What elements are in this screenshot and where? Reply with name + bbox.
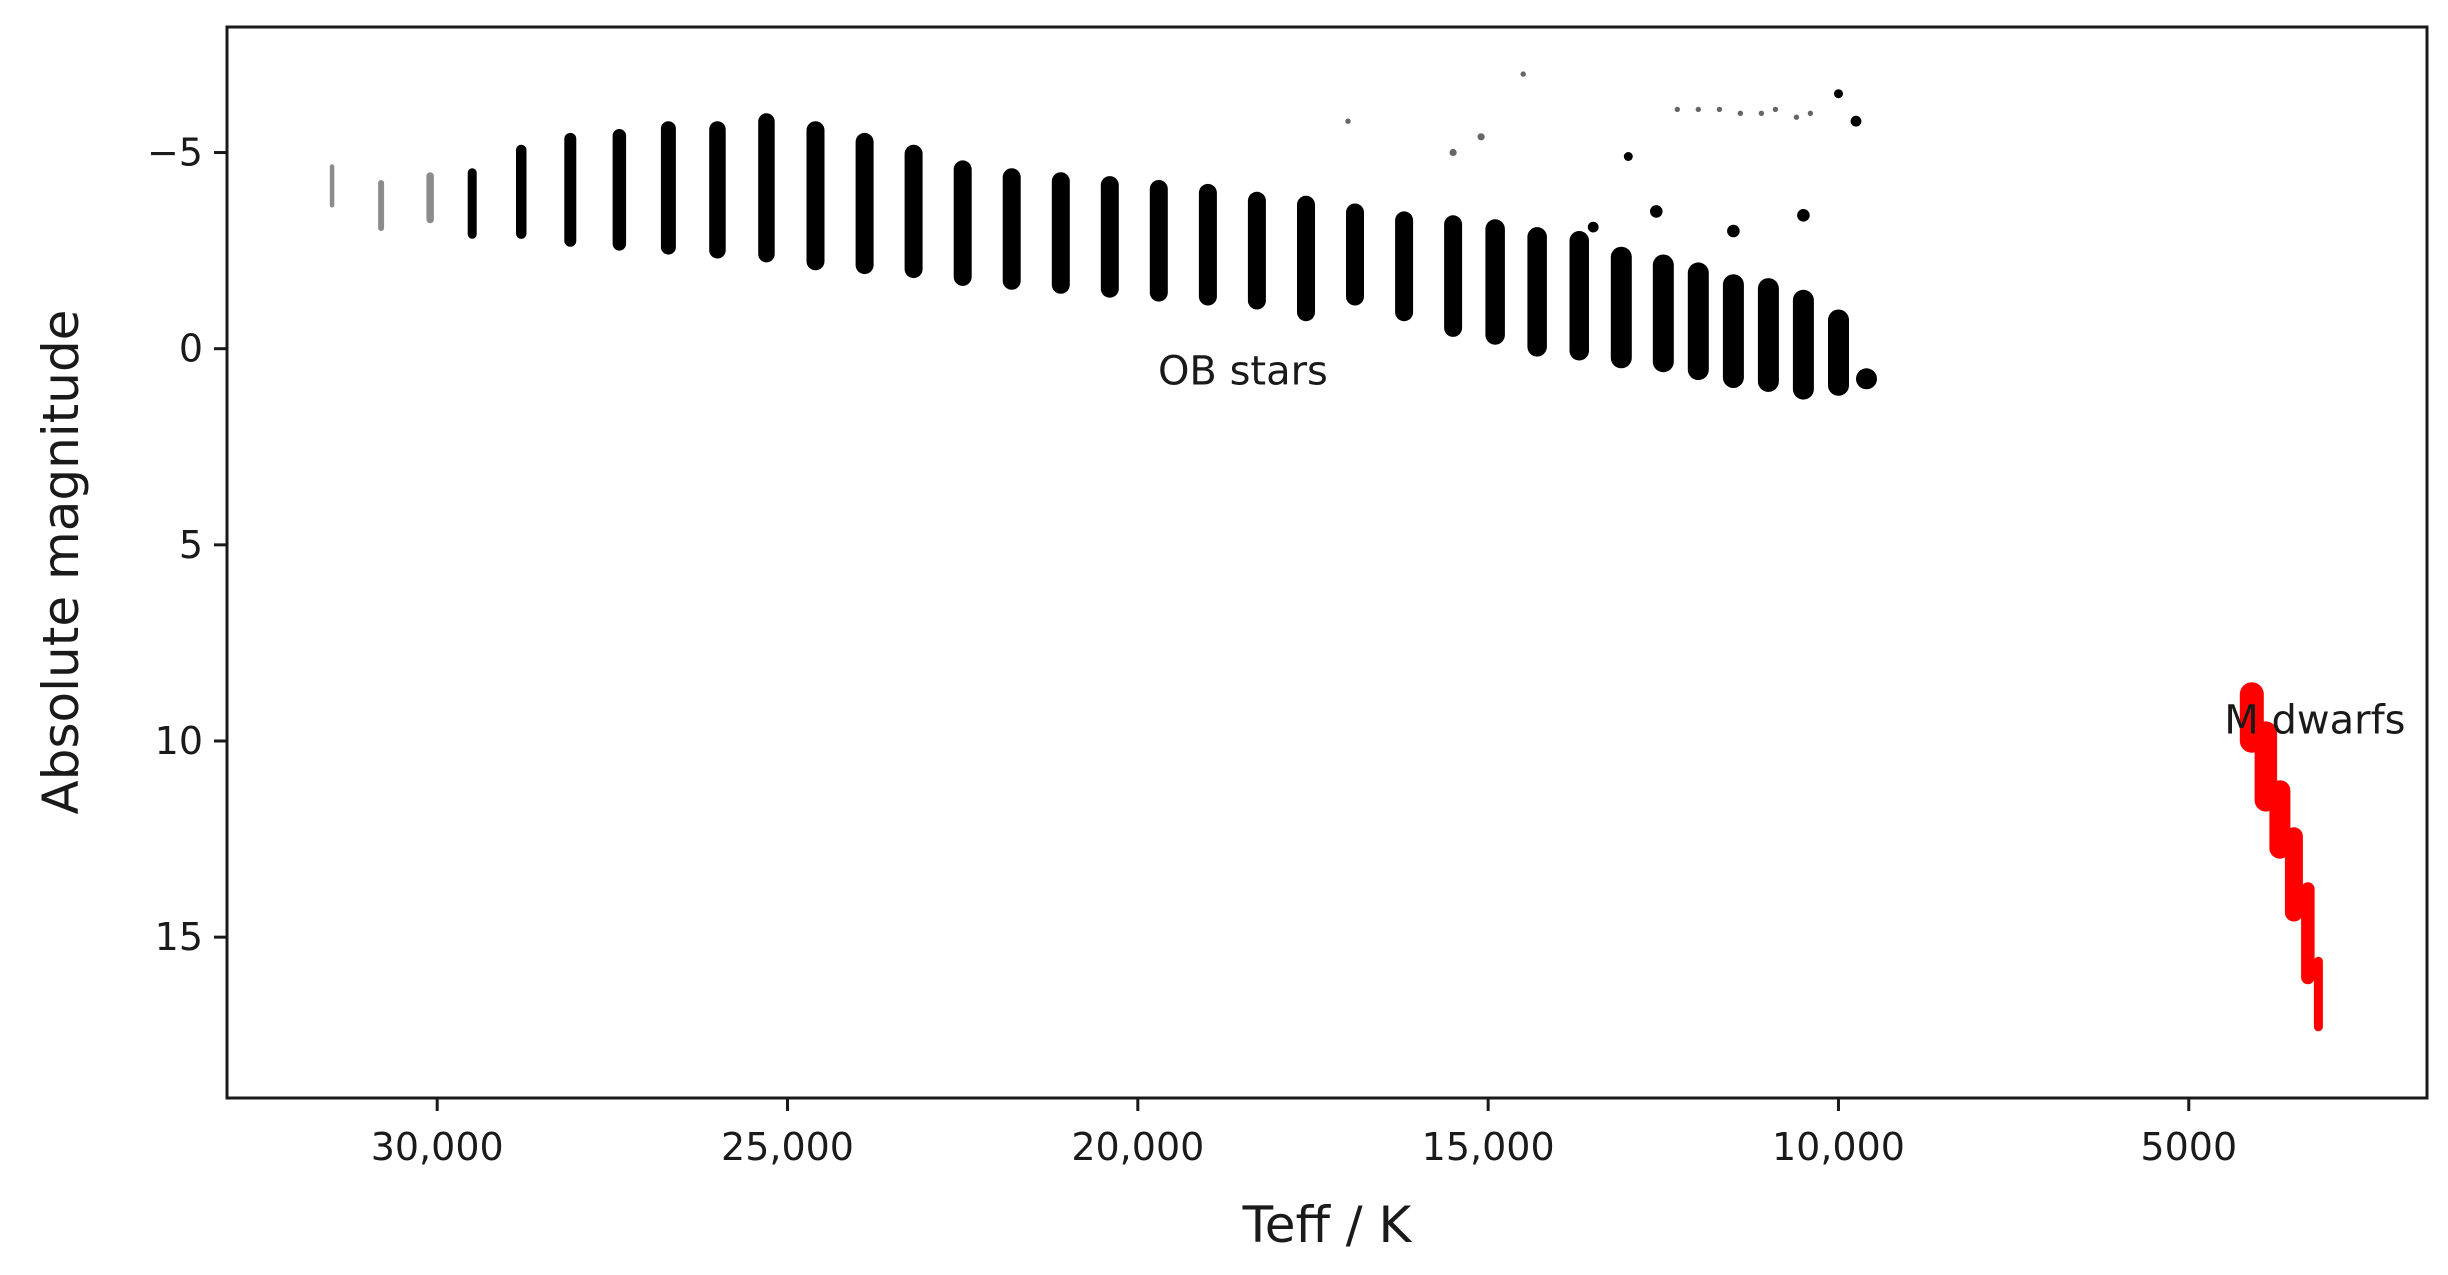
data-column — [329, 164, 335, 208]
data-column — [806, 121, 825, 271]
annotation-label: M dwarfs — [2224, 697, 2405, 743]
series-1 — [2239, 682, 2323, 1032]
data-column — [1687, 262, 1709, 381]
x-axis-label: Teff / K — [1242, 1196, 1413, 1254]
data-column — [709, 121, 726, 259]
data-column — [516, 144, 527, 239]
data-point — [1345, 118, 1351, 124]
data-column — [758, 113, 775, 263]
data-point — [1716, 106, 1723, 113]
x-tick-label: 20,000 — [1071, 1125, 1204, 1169]
data-point — [1807, 110, 1814, 117]
data-point — [1477, 133, 1485, 141]
data-point — [1449, 148, 1457, 157]
data-point — [1737, 110, 1744, 117]
data-column — [1002, 168, 1021, 290]
x-tick-label: 5000 — [2140, 1125, 2237, 1169]
data-point — [1674, 106, 1681, 113]
data-point — [1793, 114, 1800, 120]
data-column — [1247, 191, 1266, 310]
data-point — [1650, 205, 1663, 218]
data-column — [1652, 254, 1674, 373]
y-axis-label: Absolute magnitude — [32, 310, 90, 815]
data-column — [426, 172, 434, 224]
data-column — [1856, 368, 1877, 390]
data-column — [564, 132, 577, 247]
data-column — [1527, 227, 1547, 357]
annotation-label: OB stars — [1158, 348, 1328, 394]
y-tick-label: 15 — [155, 915, 203, 959]
x-tick-label: 30,000 — [371, 1125, 504, 1169]
data-column — [1297, 195, 1315, 322]
data-column — [612, 129, 627, 251]
data-column — [660, 121, 676, 255]
data-point — [1520, 71, 1526, 77]
data-column — [2313, 956, 2323, 1032]
data-column — [2284, 827, 2303, 922]
data-point — [1834, 89, 1843, 99]
data-point — [1797, 209, 1810, 222]
data-column — [1610, 246, 1632, 369]
x-tick-label: 10,000 — [1772, 1125, 1905, 1169]
data-point — [1587, 221, 1599, 233]
data-column — [1722, 274, 1744, 388]
data-point — [1850, 115, 1862, 127]
y-axis-ticks: −5 0 5 10 15 — [147, 131, 227, 959]
y-tick-label: 5 — [179, 523, 203, 567]
data-column — [1346, 203, 1364, 306]
data-column — [1569, 231, 1589, 361]
data-column — [953, 160, 972, 286]
data-column — [1149, 180, 1168, 302]
data-column — [855, 132, 874, 275]
data-column — [378, 180, 385, 231]
series-0 — [329, 71, 1877, 400]
annotations: OB stars M dwarfs — [1158, 348, 2406, 743]
data-column — [1792, 289, 1814, 400]
x-tick-label: 15,000 — [1422, 1125, 1555, 1169]
data-column — [1100, 176, 1119, 298]
y-tick-label: 10 — [155, 719, 203, 763]
data-point — [1758, 110, 1765, 117]
data-column — [1198, 183, 1217, 306]
data-column — [1051, 172, 1070, 294]
data-column — [2301, 882, 2315, 985]
data-point — [1727, 224, 1740, 238]
data-marks — [329, 71, 2323, 1032]
data-column — [1485, 219, 1505, 345]
data-column — [904, 144, 923, 279]
data-column — [1395, 211, 1414, 322]
data-point — [1772, 106, 1779, 113]
data-column — [1444, 215, 1463, 337]
x-axis-ticks: 30,000 25,000 20,000 15,000 10,000 5000 — [371, 1098, 2237, 1169]
data-column — [1828, 309, 1849, 396]
data-point — [1695, 106, 1702, 113]
y-tick-label: −5 — [147, 131, 203, 175]
data-point — [1623, 152, 1633, 161]
y-tick-label: 0 — [179, 327, 203, 371]
data-column — [1757, 278, 1779, 392]
plot-frame — [225, 25, 2429, 1100]
data-column — [467, 168, 477, 239]
x-tick-label: 25,000 — [721, 1125, 854, 1169]
